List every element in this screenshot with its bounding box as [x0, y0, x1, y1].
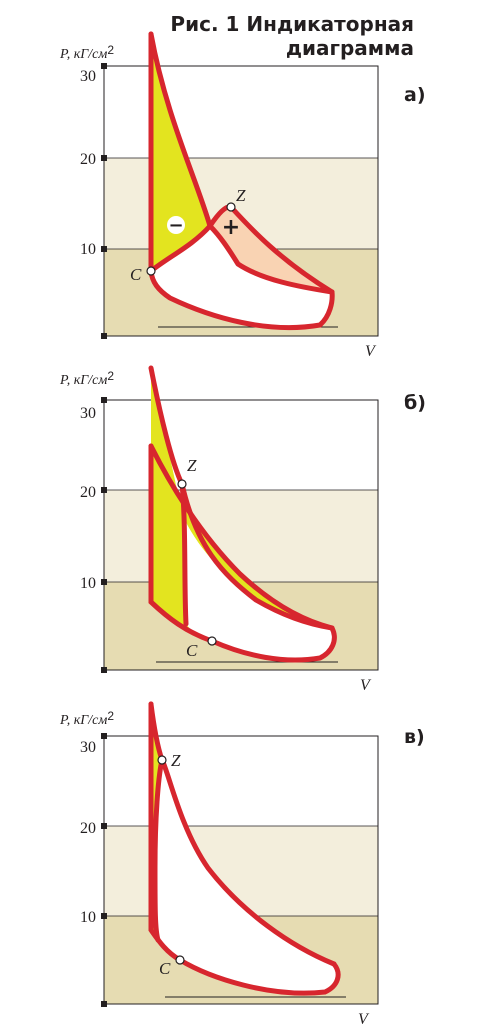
x-axis-label: V: [360, 677, 372, 694]
combustion-curve: [148, 204, 335, 295]
diagram-c-svg: Z C 30 20 10 P, кГ/см2 V: [59, 701, 379, 1028]
minus-sign: −: [168, 215, 183, 236]
exhaust-curve: [209, 625, 337, 663]
tick-30: [101, 397, 107, 403]
tick-origin: [101, 667, 107, 673]
x-axis-label: V: [365, 343, 377, 360]
point-c-label: C: [159, 959, 171, 978]
y-tick-label-20: 20: [80, 820, 96, 837]
point-z-label: Z: [171, 751, 181, 770]
diagram-panel-a: − + C Z 30 20 10 P, кГ/см2 V а): [0, 0, 492, 360]
tick-20: [101, 155, 107, 161]
point-z-marker: [226, 202, 236, 212]
y-tick-label-30: 30: [80, 68, 96, 85]
panel-letter-b: б): [404, 392, 426, 414]
expansion-curve: [148, 31, 335, 295]
x-axis-label: V: [358, 1011, 370, 1028]
tick-10: [101, 246, 107, 252]
cycle-interior: [151, 226, 333, 328]
compression-line: [148, 443, 215, 644]
negative-work-area: [151, 34, 210, 271]
tick-10: [101, 913, 107, 919]
negative-work-area: [151, 368, 212, 641]
panel-letter-c: в): [404, 726, 425, 748]
y-tick-label-20: 20: [80, 151, 96, 168]
point-c-label: C: [186, 641, 198, 660]
y-axis-label: P, кГ/см2: [59, 369, 114, 388]
title-line-2: диаграмма: [285, 36, 414, 60]
plus-sign: +: [222, 215, 240, 240]
y-tick-label-10: 10: [80, 241, 96, 258]
y-tick-label-10: 10: [80, 909, 96, 926]
y-axis-label: P, кГ/см2: [59, 709, 114, 728]
tick-origin: [101, 1001, 107, 1007]
cycle-interior: [155, 760, 339, 994]
tick-10: [101, 579, 107, 585]
y-axis-label: P, кГ/см2: [59, 43, 114, 62]
diagram-a-svg: − + C Z 30 20 10 P, кГ/см2 V: [59, 31, 379, 360]
tick-origin: [101, 333, 107, 339]
plot-frame: [103, 65, 379, 337]
minus-badge: [167, 216, 185, 234]
point-z-label: Z: [236, 186, 246, 205]
diagram-panel-b: Z C 30 20 10 P, кГ/см2 V б): [0, 334, 492, 694]
combustion-curve: [148, 443, 335, 631]
figure-title: Рис. 1 Индикаторная диаграмма: [170, 12, 414, 60]
diagram-b-svg: Z C 30 20 10 P, кГ/см2 V: [59, 365, 379, 694]
combustion-curve: [152, 757, 165, 943]
y-tick-label-30: 30: [80, 739, 96, 756]
expansion-curve: [148, 365, 335, 631]
panel-letter-a: а): [404, 84, 426, 106]
point-c-label: C: [130, 265, 142, 284]
exhaust-curve: [177, 957, 341, 996]
title-line-1: Рис. 1 Индикаторная: [170, 12, 414, 36]
diagram-panel-c: Z C 30 20 10 P, кГ/см2 V в): [0, 668, 492, 1028]
point-z-marker: [157, 755, 167, 765]
tick-30: [101, 733, 107, 739]
y-tick-label-10: 10: [80, 575, 96, 592]
point-c-marker: [146, 266, 156, 276]
expansion-curve: [148, 701, 337, 967]
y-tick-label-20: 20: [80, 484, 96, 501]
point-c-marker: [207, 636, 217, 646]
pressure-band-mid: [104, 490, 378, 582]
tick-20: [101, 487, 107, 493]
point-c-marker: [175, 955, 185, 965]
plot-frame: [103, 735, 379, 1005]
tick-20: [101, 823, 107, 829]
point-z-label: Z: [187, 456, 197, 475]
cycle-interior: [182, 514, 335, 661]
y-tick-label-30: 30: [80, 405, 96, 422]
point-z-marker: [177, 479, 187, 489]
compression-line: [148, 701, 183, 963]
tick-30: [101, 63, 107, 69]
intake-line: [179, 481, 189, 627]
plot-frame: [103, 399, 379, 671]
exhaust-curve: [148, 268, 335, 330]
